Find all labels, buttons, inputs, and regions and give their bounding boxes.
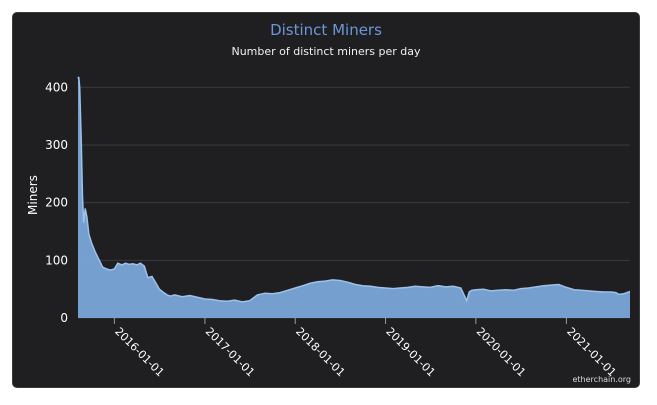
chart-subtitle: Number of distinct miners per day (231, 45, 421, 58)
x-tick-label: 2021-01-01 (564, 325, 618, 379)
x-tick-label: 2017-01-01 (203, 325, 257, 379)
y-tick-label: 0 (60, 311, 68, 325)
y-tick-label: 100 (45, 253, 68, 267)
y-axis-label: Miners (26, 175, 40, 215)
credit-text: etherchain.org (572, 375, 632, 384)
chart-title: Distinct Miners (270, 21, 382, 39)
y-tick-label: 300 (45, 138, 68, 152)
x-tick-label: 2019-01-01 (383, 325, 437, 379)
chart-panel: Distinct Miners Number of distinct miner… (12, 12, 640, 388)
y-tick-label: 400 (45, 80, 68, 94)
series-line (77, 76, 631, 303)
series-fill (78, 76, 630, 319)
y-axis-ticks: 0 100 200 300 400 (45, 80, 68, 325)
x-tick-label: 2016-01-01 (112, 325, 166, 379)
x-tick-label: 2018-01-01 (293, 325, 347, 379)
y-tick-label: 200 (45, 196, 68, 210)
x-tick-label: 2020-01-01 (474, 325, 528, 379)
x-axis-ticks: 2016-01-01 2017-01-01 2018-01-01 2019-01-01… (112, 318, 619, 379)
series-area (77, 76, 631, 319)
